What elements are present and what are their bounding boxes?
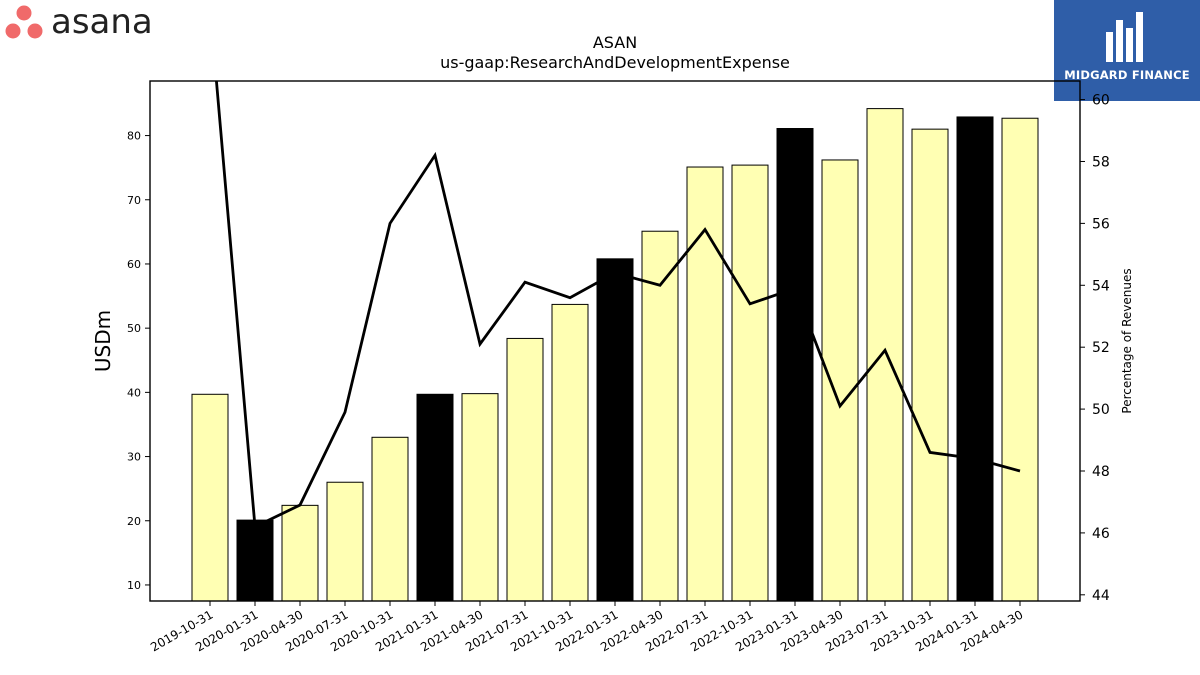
midgard-finance-logo: MIDGARD FINANCE [1054,0,1200,101]
bar-2024-01-31 [956,116,994,602]
bar-2023-04-30 [821,159,859,602]
bar-2019-10-31 [191,393,229,602]
y2-tick-label: 56 [1092,216,1110,232]
asana-logo-dot-right [27,23,43,39]
y-tick-label: 10 [127,579,141,592]
bar-2021-10-31 [551,303,589,602]
asana-logo-dot-left [5,23,21,39]
bar-2022-10-31 [731,164,769,602]
y-tick-label: 30 [127,451,141,464]
y2-tick-label: 50 [1092,402,1110,418]
bar-2023-01-31 [776,128,814,602]
chart-title: ASAN [593,33,637,52]
midgard-mark-bar-4 [1136,12,1143,62]
midgard-logo-text: MIDGARD FINANCE [1064,68,1190,82]
y2-tick-label: 58 [1092,154,1110,170]
bar-2023-10-31 [911,128,949,602]
bar-2021-07-31 [506,337,544,602]
bar-2022-01-31 [596,258,634,602]
y-tick-label: 20 [127,515,141,528]
y2-tick-label: 60 [1092,93,1110,109]
y-axis-label: USDm [91,310,115,372]
y2-tick-label: 54 [1092,278,1110,294]
y-tick-label: 50 [127,322,141,335]
bar-2020-04-30 [281,504,319,602]
y2-tick-label: 48 [1092,464,1110,480]
bar-2020-01-31 [236,519,274,602]
midgard-logo-mark [1106,12,1143,62]
bars-layer [191,108,1039,602]
bar-2024-04-30 [1001,117,1039,602]
asana-logo-dot-top [16,5,32,21]
y-tick-label: 60 [127,258,141,271]
midgard-mark-bar-3 [1126,28,1133,62]
y2-tick-label: 52 [1092,340,1110,356]
chart-subtitle: us-gaap:ResearchAndDevelopmentExpense [440,53,790,72]
bar-2020-07-31 [326,481,364,602]
midgard-mark-bar-1 [1106,32,1113,62]
midgard-mark-bar-2 [1116,20,1123,62]
bar-2023-07-31 [866,108,904,602]
line-layer [215,81,1021,529]
y2-axis-label: Percentage of Revenues [1120,268,1134,413]
asana-logo-wordmark: asana [51,4,153,42]
bar-2021-04-30 [461,393,499,602]
y-tick-label: 70 [127,194,141,207]
y-tick-label: 40 [127,386,141,399]
bar-2022-07-31 [686,166,724,602]
y2-tick-label: 44 [1092,588,1110,604]
y-tick-label: 80 [127,130,141,143]
bar-2021-01-31 [416,393,454,602]
bar-2020-10-31 [371,436,409,602]
asana-logo-mark: asana [5,2,153,42]
y2-tick-label: 46 [1092,526,1110,542]
bar-2022-04-30 [641,230,679,602]
asana-logo: asana [4,2,194,44]
